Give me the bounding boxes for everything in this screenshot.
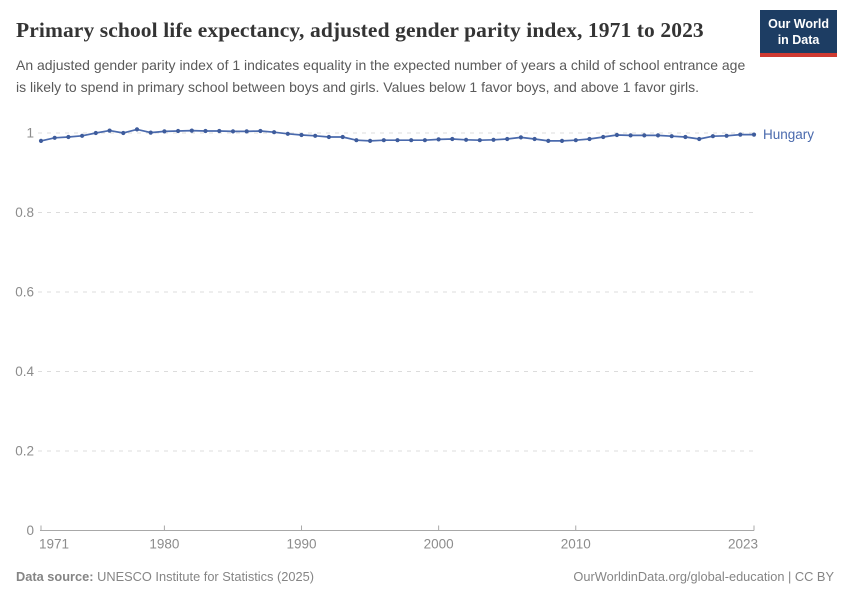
data-point[interactable] [532, 136, 537, 142]
data-point[interactable] [121, 130, 126, 136]
data-point[interactable] [505, 136, 510, 142]
data-point[interactable] [107, 128, 112, 133]
data-point[interactable] [587, 136, 592, 142]
data-point[interactable] [244, 129, 249, 134]
data-point[interactable] [217, 128, 222, 134]
chart-footer: Data source: UNESCO Institute for Statis… [16, 569, 834, 584]
data-point[interactable] [697, 136, 702, 142]
owid-logo-line2: in Data [777, 32, 820, 47]
data-point[interactable] [491, 137, 496, 142]
x-tick-label: 1990 [286, 537, 316, 552]
owid-logo[interactable]: Our World in Data [760, 10, 837, 58]
owid-url-link[interactable]: OurWorldinData.org/global-education | CC… [573, 569, 834, 584]
data-point[interactable] [395, 138, 400, 143]
y-tick-label: 0.4 [15, 364, 34, 379]
data-point[interactable] [642, 133, 647, 138]
data-point[interactable] [368, 138, 373, 143]
data-source-note: Data source: UNESCO Institute for Statis… [16, 569, 314, 584]
chart-header: Primary school life expectancy, adjusted… [16, 14, 750, 99]
y-tick-label: 0 [26, 523, 34, 538]
data-point[interactable] [272, 130, 277, 135]
data-source-label: Data source: [16, 569, 94, 584]
data-point[interactable] [299, 132, 304, 138]
data-point[interactable] [628, 133, 633, 138]
y-tick-label: 0.6 [15, 285, 34, 300]
data-point[interactable] [381, 138, 386, 143]
data-point[interactable] [683, 134, 688, 140]
data-point[interactable] [340, 134, 345, 140]
data-point[interactable] [751, 132, 757, 137]
data-point[interactable] [710, 134, 716, 139]
data-point[interactable] [559, 138, 565, 143]
data-point[interactable] [52, 135, 57, 140]
data-point[interactable] [189, 128, 194, 133]
data-point[interactable] [436, 137, 441, 142]
data-point[interactable] [134, 127, 140, 132]
data-point[interactable] [546, 138, 551, 143]
x-tick-label: 1971 [39, 537, 69, 552]
data-point[interactable] [38, 138, 44, 143]
data-point[interactable] [258, 128, 263, 134]
data-point[interactable] [655, 133, 661, 138]
data-point[interactable] [176, 128, 181, 134]
data-point[interactable] [162, 129, 167, 134]
data-point[interactable] [230, 129, 236, 134]
y-tick-label: 0.2 [15, 444, 34, 459]
x-tick-label: 2023 [728, 537, 758, 552]
data-point[interactable] [601, 134, 606, 140]
page-title: Primary school life expectancy, adjusted… [16, 18, 704, 42]
chart-subtitle: An adjusted gender parity index of 1 ind… [16, 57, 746, 95]
data-point[interactable] [477, 138, 482, 143]
data-point[interactable] [409, 138, 414, 143]
data-point[interactable] [422, 138, 427, 143]
data-point[interactable] [313, 133, 318, 138]
x-tick-label: 1980 [149, 537, 179, 552]
data-point[interactable] [614, 132, 620, 138]
data-point[interactable] [738, 132, 743, 137]
y-tick-label: 0.8 [15, 205, 34, 220]
y-tick-label: 1 [26, 126, 34, 141]
data-point[interactable] [573, 138, 578, 143]
data-point[interactable] [354, 138, 359, 143]
data-point[interactable] [669, 134, 674, 139]
data-point[interactable] [285, 131, 290, 136]
series-label[interactable]: Hungary [763, 127, 814, 142]
data-point[interactable] [326, 134, 331, 140]
data-point[interactable] [450, 136, 455, 142]
data-point[interactable] [66, 134, 71, 140]
owid-logo-line1: Our World [768, 17, 829, 31]
data-point[interactable] [464, 137, 469, 142]
data-source-text: UNESCO Institute for Statistics (2025) [93, 569, 314, 584]
x-tick-label: 2000 [424, 537, 454, 552]
data-point[interactable] [80, 133, 85, 138]
data-point[interactable] [203, 128, 208, 134]
x-tick-label: 2010 [561, 537, 591, 552]
data-point[interactable] [724, 133, 729, 138]
data-point[interactable] [518, 135, 524, 140]
data-point[interactable] [148, 130, 153, 135]
data-point[interactable] [93, 130, 98, 136]
